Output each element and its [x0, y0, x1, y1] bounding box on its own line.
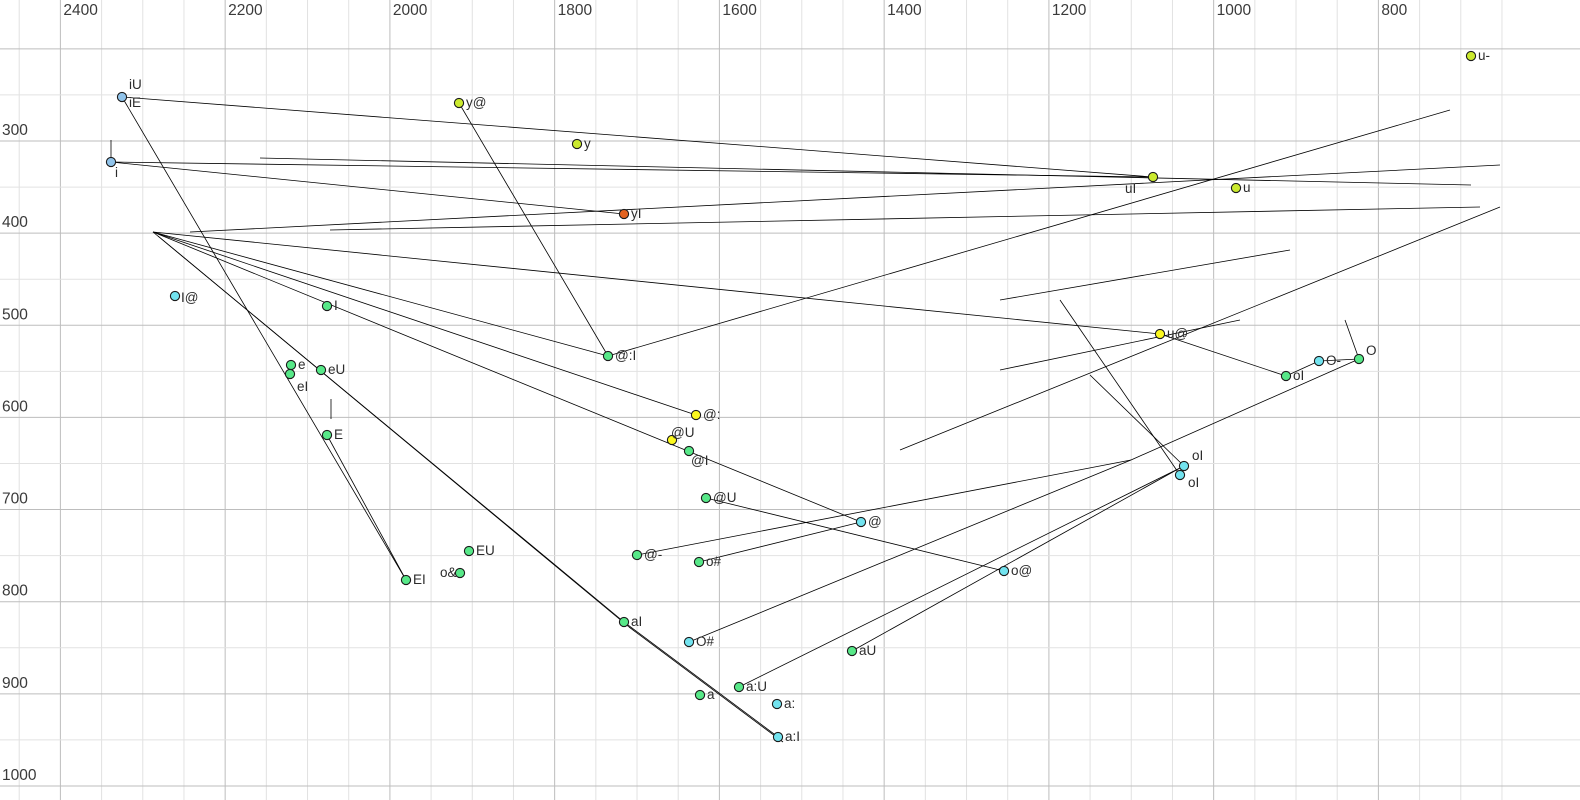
svg-text:y@: y@ [466, 95, 486, 110]
svg-text:600: 600 [2, 398, 28, 415]
svg-text:EU: EU [476, 543, 495, 558]
svg-text:O#: O# [696, 634, 715, 649]
svg-text:500: 500 [2, 306, 28, 323]
svg-text:EI: EI [413, 572, 426, 587]
svg-text:a: a [707, 687, 715, 702]
svg-text:O: O [1366, 343, 1377, 358]
svg-text:2000: 2000 [393, 2, 428, 19]
svg-text:1000: 1000 [1217, 2, 1252, 19]
svg-text:oI: oI [1192, 448, 1203, 463]
svg-text:I: I [334, 298, 338, 313]
svg-text:u: u [1243, 180, 1251, 195]
svg-text:a:: a: [784, 696, 795, 711]
svg-text:i: i [115, 165, 118, 180]
svg-text:1200: 1200 [1052, 2, 1087, 19]
svg-text:1800: 1800 [558, 2, 593, 19]
svg-text:1400: 1400 [887, 2, 922, 19]
svg-text:300: 300 [2, 122, 28, 139]
svg-text:yI: yI [631, 206, 642, 221]
svg-text:e: e [298, 357, 306, 372]
svg-text:u@: u@ [1167, 326, 1188, 341]
svg-text:a:I: a:I [785, 729, 800, 744]
svg-text:@I: @I [691, 453, 708, 468]
svg-text:o&: o& [440, 565, 457, 580]
svg-text:1600: 1600 [722, 2, 757, 19]
svg-text:900: 900 [2, 675, 28, 692]
svg-text:iU: iU [129, 77, 142, 92]
svg-text:1000: 1000 [2, 767, 37, 784]
svg-text:eU: eU [328, 362, 345, 377]
svg-text:uI: uI [1125, 181, 1136, 196]
svg-text:E: E [334, 427, 343, 442]
svg-text:oI: oI [1293, 368, 1304, 383]
svg-text:aU: aU [859, 643, 876, 658]
svg-text:2400: 2400 [63, 2, 98, 19]
svg-text:O-: O- [1326, 353, 1341, 368]
svg-text:eI: eI [297, 379, 308, 394]
svg-text:aI: aI [631, 614, 642, 629]
svg-text:a:U: a:U [746, 679, 767, 694]
svg-text:o@: o@ [1011, 563, 1032, 578]
svg-text:@U: @U [713, 490, 736, 505]
svg-text:u-: u- [1478, 48, 1490, 63]
svg-text:@: @ [868, 514, 882, 529]
svg-text:800: 800 [2, 583, 28, 600]
svg-text:800: 800 [1381, 2, 1407, 19]
svg-text:I@: I@ [181, 290, 198, 305]
svg-text:o#: o# [706, 554, 722, 569]
svg-text:700: 700 [2, 491, 28, 508]
svg-text:y: y [584, 136, 591, 151]
svg-text:@:: @: [703, 407, 720, 422]
svg-text:2200: 2200 [228, 2, 263, 19]
svg-text:@-: @- [644, 547, 662, 562]
svg-text:@U: @U [671, 425, 694, 440]
svg-text:@:I: @:I [615, 348, 636, 363]
svg-text:400: 400 [2, 214, 28, 231]
svg-text:iE: iE [129, 95, 141, 110]
svg-text:oI: oI [1188, 475, 1199, 490]
